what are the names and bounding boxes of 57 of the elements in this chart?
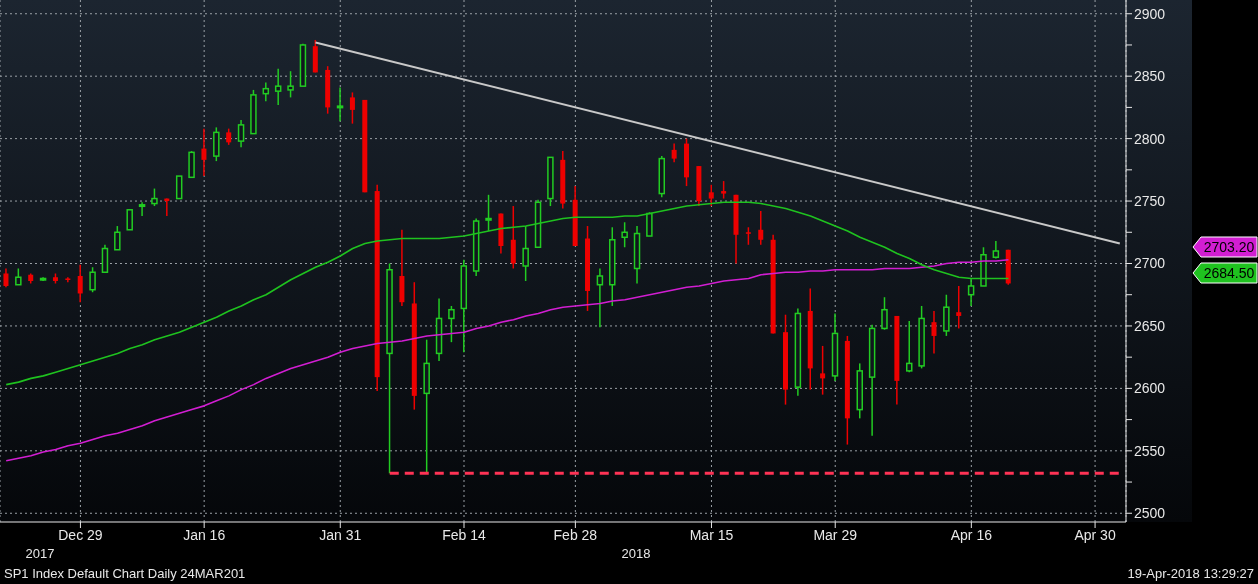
candlestick — [671, 142, 677, 164]
text: SP1 Index Default Chart Daily 24MAR201 — [4, 566, 246, 581]
candlestick — [138, 201, 146, 217]
candlestick — [967, 277, 975, 307]
text: 19-Apr-2018 13:29:27 — [1127, 566, 1254, 581]
candlestick — [237, 119, 245, 149]
y-tick-label: 2600 — [1134, 380, 1166, 397]
candlestick — [126, 209, 133, 231]
candlestick — [596, 267, 604, 328]
candlestick — [349, 91, 355, 125]
candlestick — [3, 267, 9, 288]
x-tick-label: Apr 16 — [950, 526, 993, 543]
candlestick — [510, 205, 516, 270]
candlestick — [287, 70, 294, 99]
candlestick — [881, 296, 888, 331]
candlestick — [820, 345, 826, 396]
y-tick-label: 2850 — [1134, 68, 1166, 85]
y-tick-label: 2700 — [1134, 255, 1166, 272]
candlestick — [114, 225, 121, 251]
y-tick-label: 2650 — [1134, 317, 1166, 334]
candlestick — [522, 225, 529, 282]
x-tick-label: Jan 16 — [183, 526, 226, 543]
text: 2684.50 — [1203, 265, 1255, 281]
candlestick — [77, 264, 83, 303]
x-tick-label: Jan 31 — [319, 526, 362, 543]
candlestick — [931, 310, 937, 355]
candlestick — [708, 184, 714, 207]
text: 2017 — [25, 546, 55, 561]
candlestick — [758, 210, 764, 246]
y-tick-label: 2500 — [1134, 505, 1166, 522]
x-tick-label: Apr 30 — [1074, 526, 1116, 543]
line-series — [5, 258, 1010, 462]
candlestick — [956, 285, 962, 330]
x-tick-label: Feb 28 — [553, 526, 598, 543]
candlestick — [175, 175, 183, 200]
candlestick — [336, 86, 344, 122]
y-tick-label: 2750 — [1134, 193, 1166, 210]
candlestick — [262, 81, 270, 102]
candlestick — [448, 305, 455, 343]
candlestick — [213, 126, 220, 162]
candlestick — [646, 211, 653, 237]
candlestick — [101, 244, 109, 273]
candlestick — [943, 293, 950, 337]
y-tick-label: 2900 — [1134, 5, 1166, 22]
x-tick-label: Feb 14 — [442, 526, 487, 543]
candlestick — [905, 320, 913, 373]
text: 2703.20 — [1203, 239, 1255, 255]
x-tick-label: Dec 29 — [58, 526, 103, 543]
candlestick — [89, 266, 96, 293]
y-tick-label: 2550 — [1134, 442, 1166, 459]
candlestick — [621, 221, 628, 249]
candlestick — [201, 127, 207, 177]
y-tick-label: 2800 — [1134, 130, 1166, 147]
text: 2018 — [621, 546, 651, 561]
x-tick-label: Mar 15 — [689, 526, 734, 543]
candlestick — [274, 67, 282, 106]
x-tick-label: Mar 29 — [813, 526, 858, 543]
